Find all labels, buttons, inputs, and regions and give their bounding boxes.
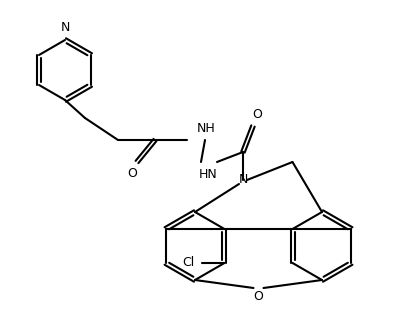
Text: Cl: Cl: [182, 257, 194, 269]
Text: HN: HN: [198, 168, 217, 181]
Text: O: O: [127, 167, 137, 180]
Text: O: O: [251, 108, 261, 121]
Text: O: O: [253, 290, 263, 303]
Text: N: N: [238, 174, 247, 186]
Text: N: N: [60, 21, 69, 34]
Text: NH: NH: [196, 122, 215, 135]
